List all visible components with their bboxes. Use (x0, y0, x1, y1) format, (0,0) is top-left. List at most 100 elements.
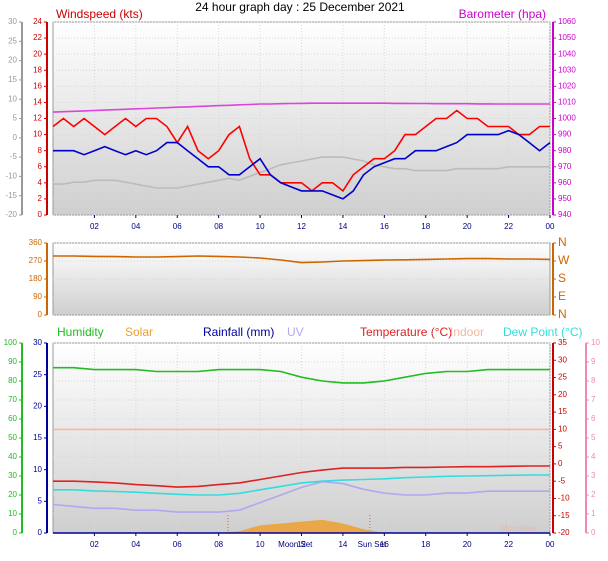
y-tick-label: 30 (558, 355, 567, 364)
series-line (53, 366, 550, 384)
y-tick-label: -20 (558, 528, 570, 537)
x-tick-label: 16 (380, 222, 389, 231)
y-tick-label: 0 (591, 528, 596, 537)
y-tick-label: 950 (558, 194, 572, 203)
y-tick-label: 0 (38, 310, 43, 319)
y-tick-label: 1040 (558, 49, 576, 58)
baro-label: Barometer (hpa) (459, 7, 546, 21)
y-tick-label: 18 (33, 65, 42, 74)
series-area (53, 519, 550, 533)
series-line (52, 102, 550, 113)
y-tick-label: 15 (8, 75, 17, 84)
y-tick-label: 4 (591, 452, 596, 461)
x-tick-label: 04 (131, 222, 140, 231)
y-tick-label: 360 (29, 238, 43, 247)
x-tick-label: 12 (297, 222, 306, 231)
y-tick-label: 25 (33, 370, 42, 379)
y-tick-label: -5 (10, 152, 18, 161)
legend-label: Rainfall (mm) (203, 325, 274, 339)
y-tick-label: 1050 (558, 33, 576, 42)
y-tick-label: 990 (558, 130, 572, 139)
y-tick-label: 22 (33, 33, 42, 42)
event-label: Moon Set (278, 540, 313, 549)
series-line (53, 255, 551, 264)
y-tick-label: 30 (8, 17, 17, 26)
y-tick-label: E (558, 289, 566, 303)
y-tick-label: 40 (8, 452, 17, 461)
x-tick-label: 10 (256, 222, 265, 231)
y-tick-label: -5 (558, 476, 566, 485)
y-tick-label: 5 (558, 442, 563, 451)
y-tick-label: 6 (38, 162, 43, 171)
y-tick-label: -15 (558, 511, 570, 520)
x-tick-label: 04 (131, 540, 140, 549)
y-tick-label: 980 (558, 146, 572, 155)
y-tick-label: 15 (33, 433, 42, 442)
x-tick-label: 02 (90, 540, 99, 549)
y-tick-label: 0 (13, 528, 18, 537)
y-tick-label: 1020 (558, 81, 576, 90)
series-line (53, 465, 550, 488)
y-tick-label: 5 (591, 433, 596, 442)
x-tick-label: 08 (214, 540, 223, 549)
wind-label: Windspeed (kts) (56, 7, 143, 21)
y-tick-label: 0 (38, 528, 43, 537)
y-tick-label: 12 (33, 114, 42, 123)
y-tick-label: 2 (591, 490, 596, 499)
x-tick-label: 12 (297, 540, 306, 549)
series-line (53, 129, 551, 200)
legend-label: Indoor (450, 325, 484, 339)
y-tick-label: 20 (558, 390, 567, 399)
y-tick-label: 2 (38, 194, 43, 203)
y-tick-label: 25 (558, 373, 567, 382)
y-tick-label: 10 (33, 130, 42, 139)
y-tick-label: 30 (33, 338, 42, 347)
y-tick-label: W (558, 253, 570, 267)
y-tick-label: N (558, 235, 567, 249)
legend-label: Dew Point (°C) (503, 325, 582, 339)
y-tick-label: 6 (591, 414, 596, 423)
y-tick-label: S (558, 271, 566, 285)
y-tick-label: -20 (5, 210, 17, 219)
x-tick-label: 18 (421, 540, 430, 549)
y-tick-label: 16 (33, 81, 42, 90)
y-tick-label: 80 (8, 376, 17, 385)
y-tick-label: 20 (8, 56, 17, 65)
y-tick-label: 25 (8, 36, 17, 45)
y-tick-label: 4 (38, 178, 43, 187)
y-tick-label: 10 (33, 465, 42, 474)
y-tick-label: -10 (558, 494, 570, 503)
y-tick-label: 8 (591, 376, 596, 385)
series-line (52, 109, 550, 193)
legend-label: Temperature (°C) (360, 325, 452, 339)
y-tick-label: 14 (33, 98, 42, 107)
y-tick-label: 10 (8, 94, 17, 103)
y-tick-label: 10 (558, 424, 567, 433)
y-tick-label: 90 (8, 357, 17, 366)
y-tick-label: 1 (591, 509, 596, 518)
event-label: MoonRise (501, 524, 538, 533)
y-tick-label: 0 (558, 459, 563, 468)
y-tick-label: 5 (13, 114, 18, 123)
x-tick-label: 20 (463, 222, 472, 231)
series-line (53, 474, 550, 496)
y-tick-label: 30 (8, 471, 17, 480)
y-tick-label: -15 (5, 191, 17, 200)
y-tick-label: 0 (38, 210, 43, 219)
y-tick-label: N (558, 307, 567, 321)
y-tick-label: 270 (29, 256, 43, 265)
y-tick-label: 20 (33, 401, 42, 410)
y-tick-label: 35 (558, 338, 567, 347)
y-tick-label: 7 (591, 395, 596, 404)
x-tick-label: 06 (173, 222, 182, 231)
series-line (52, 480, 550, 513)
x-tick-label: 22 (504, 222, 513, 231)
x-tick-label: 00 (546, 222, 555, 231)
y-tick-label: 1030 (558, 65, 576, 74)
y-tick-label: -10 (5, 172, 17, 181)
y-tick-label: 1060 (558, 17, 576, 26)
y-tick-label: 180 (29, 274, 43, 283)
legend-label: UV (287, 325, 304, 339)
y-tick-label: 970 (558, 162, 572, 171)
